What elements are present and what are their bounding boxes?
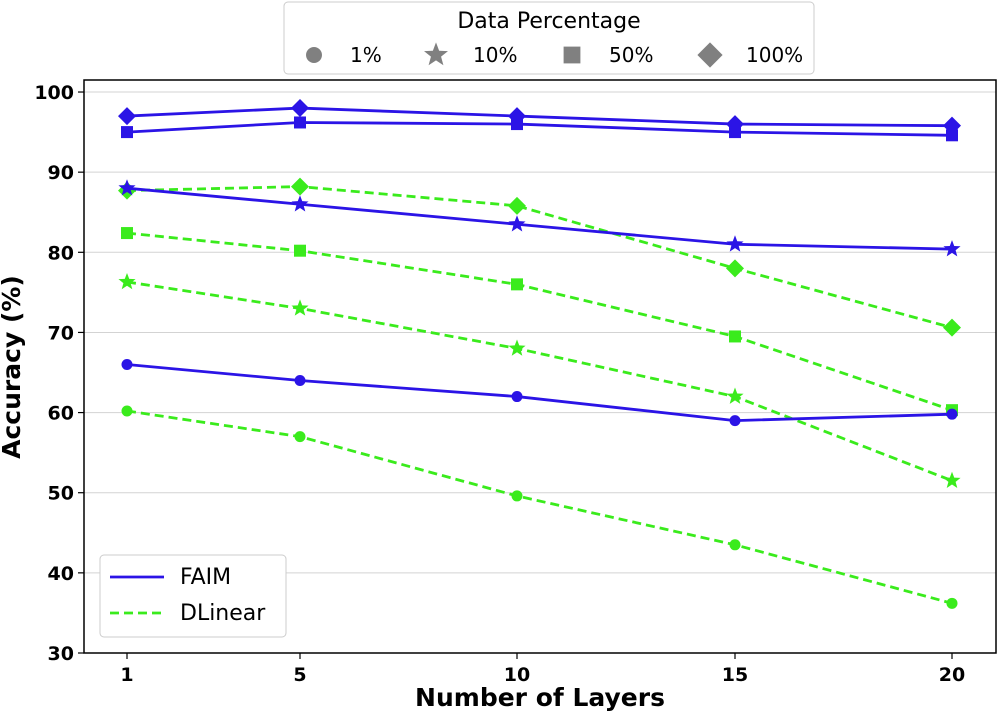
x-tick-label: 5 [293,664,306,686]
data-point-dlinear-10pct [508,339,526,356]
data-point-faim-50pct [294,116,306,129]
series-line-faim-100pct [126,106,953,128]
data-point-faim-100pct [291,99,309,118]
legend-marker-100pct [697,42,723,68]
series-line-dlinear-10pct [126,280,953,483]
legend-marker-50pct [563,46,581,64]
legend-label-100pct: 100% [746,43,803,67]
data-point-faim-1pct [729,415,741,427]
data-point-dlinear-1pct [946,597,958,609]
y-tick-label: 80 [48,242,74,264]
legend-marker-10pct [424,42,448,66]
series-faim-1pct [121,358,958,427]
data-point-faim-50pct [946,129,958,142]
model-legend-frame [99,554,287,638]
x-tick-label: 10 [504,664,530,686]
data-percentage-legend: Data Percentage 1% 10% 50% 100% [283,1,815,75]
y-axis-title: Accuracy (%) [0,275,26,459]
data-point-faim-100pct [118,107,136,126]
legend-label-10pct: 10% [473,43,517,67]
model-legend: FAIM DLinear [99,554,287,638]
data-point-dlinear-1pct [511,490,523,502]
series-faim-100pct [118,99,961,135]
data-percentage-legend-title: Data Percentage [457,9,640,34]
data-point-faim-10pct [118,179,136,196]
data-point-faim-100pct [943,116,961,135]
y-tick-label: 100 [34,82,74,104]
data-point-faim-1pct [121,358,133,370]
data-point-faim-1pct [946,408,958,420]
data-point-faim-100pct [726,115,744,134]
y-tick-label: 90 [48,162,74,184]
data-point-faim-50pct [121,126,133,139]
series-dlinear-100pct [118,177,961,337]
model-legend-entries: FAIM DLinear [110,565,266,626]
series-line-faim-10pct [126,186,953,251]
data-point-dlinear-10pct [726,387,744,404]
data-point-dlinear-100pct [291,177,309,196]
y-tick-label: 40 [48,563,74,585]
series-dlinear-50pct [121,227,958,417]
data-point-dlinear-50pct [511,278,523,291]
data-point-dlinear-100pct [726,259,744,278]
y-tick-label: 50 [48,483,74,505]
data-point-dlinear-100pct [508,196,526,215]
y-tick-label: 30 [48,643,74,665]
data-point-faim-1pct [511,391,523,403]
x-axis-title: Number of Layers [415,683,665,712]
series-faim-50pct [121,116,958,142]
data-point-dlinear-10pct [291,299,309,316]
series-line-dlinear-50pct [126,231,953,412]
data-point-faim-1pct [294,375,306,387]
data-point-dlinear-50pct [121,227,133,240]
data-point-dlinear-50pct [729,330,741,343]
data-point-faim-10pct [726,235,744,252]
data-point-dlinear-1pct [294,431,306,443]
data-point-faim-10pct [943,240,961,257]
legend-label-50pct: 50% [609,43,653,67]
series-dlinear-1pct [121,405,958,609]
legend-label-dlinear: DLinear [180,601,266,626]
series-line-dlinear-100pct [126,185,953,329]
x-tick-label: 20 [939,664,965,686]
series-faim-10pct [118,179,961,257]
data-point-dlinear-10pct [943,471,961,488]
series-dlinear-10pct [118,272,961,488]
data-point-faim-10pct [291,195,309,212]
series-group [118,99,961,609]
y-tick-label: 70 [48,322,74,344]
legend-label-faim: FAIM [180,565,231,590]
data-point-faim-10pct [508,215,526,232]
x-tick-label: 1 [120,664,133,686]
y-tick-label: 60 [48,403,74,425]
data-point-dlinear-50pct [294,244,306,257]
data-point-dlinear-1pct [121,405,133,417]
data-point-dlinear-100pct [943,318,961,337]
x-tick-label: 15 [722,664,748,686]
plot-frame [83,79,997,654]
data-point-faim-100pct [508,107,526,126]
data-percentage-legend-frame [283,1,815,75]
data-point-dlinear-10pct [118,272,136,290]
legend-marker-1pct [306,47,322,63]
legend-label-1pct: 1% [350,43,382,67]
data-percentage-legend-entries: 1% 10% 50% 100% [306,42,803,68]
data-point-dlinear-1pct [729,539,741,551]
